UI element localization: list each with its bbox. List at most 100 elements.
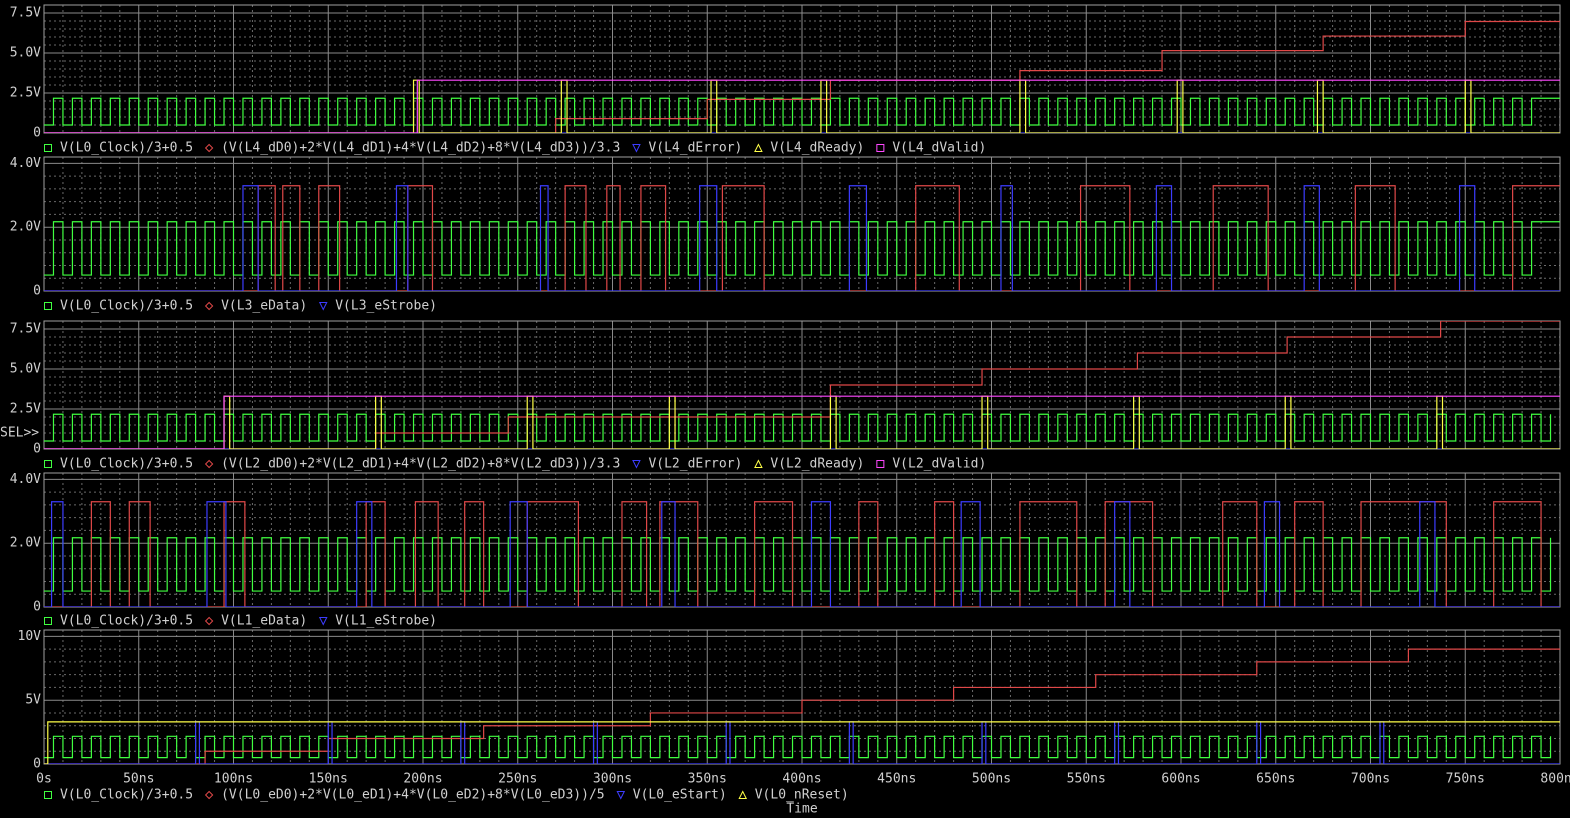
legend-label: V(L0_Clock)/3+0.5 <box>60 788 193 803</box>
legend-marker <box>632 460 641 469</box>
legend-label: V(L1_eData) <box>221 614 307 629</box>
legend-marker <box>204 790 214 800</box>
legend-label: V(L0_Clock)/3+0.5 <box>60 614 193 629</box>
traces <box>44 501 1560 607</box>
x-tick-label: 700ns <box>1351 772 1390 787</box>
legend-marker <box>204 459 214 469</box>
plot: 0 2.0V 4.0V V(L0_Clock)/3+0.5 V(L1_eData) V(L… <box>10 472 1561 629</box>
x-tick-label: 550ns <box>1067 772 1106 787</box>
legend-label: V(L4_dError) <box>648 141 742 156</box>
y-tick-label: 2.5V <box>10 402 41 417</box>
legend-marker <box>318 617 328 626</box>
legend-label: V(L2_dReady) <box>770 457 864 472</box>
legend-label: V(L1_eStrobe) <box>335 614 437 629</box>
y-tick-label: 2.5V <box>10 86 41 101</box>
legend-label: V(L4_dValid) <box>892 141 986 156</box>
plot: 0 5V 10V 0s 50ns 100ns 150ns 200ns 250ns 300ns 350… <box>18 629 1570 817</box>
x-tick-label: 500ns <box>972 772 1011 787</box>
legend-marker <box>204 301 214 311</box>
y-tick-label: 4.0V <box>10 156 41 171</box>
y-tick-label: 5.0V <box>10 46 41 61</box>
legend-marker <box>204 143 214 153</box>
x-tick-label: 800ns <box>1540 772 1570 787</box>
y-tick-label: 7.5V <box>10 322 41 337</box>
y-tick-label: 10V <box>18 629 42 644</box>
legend-marker <box>738 790 748 799</box>
legend-label: V(L0_Clock)/3+0.5 <box>60 457 193 472</box>
legend-marker <box>616 791 626 800</box>
legend-marker <box>204 616 214 626</box>
legend-label: (V(L0_eD0)+2*V(L0_eD1)+4*V(L0_eD2)+8*V(L… <box>221 788 605 803</box>
trace <box>44 735 1552 759</box>
trace <box>44 501 1560 607</box>
x-tick-label: 350ns <box>688 772 727 787</box>
legend-marker <box>754 143 763 152</box>
y-tick-label: 2.0V <box>10 536 41 551</box>
legend-marker <box>754 459 763 468</box>
x-tick-label: 100ns <box>214 772 253 787</box>
legend-marker <box>318 302 328 311</box>
y-tick-label: 5.0V <box>10 362 41 377</box>
legend-marker <box>44 460 52 468</box>
y-tick-label: 5V <box>25 693 41 708</box>
x-tick-label: 0s <box>36 772 52 787</box>
x-tick-label: 450ns <box>877 772 916 787</box>
legend-label: V(L0_nReset) <box>755 788 849 803</box>
legend-marker <box>876 144 885 152</box>
legend-label: V(L2_dValid) <box>892 457 986 472</box>
y-tick-label: 7.5V <box>10 6 41 21</box>
trace <box>44 20 1560 133</box>
y-tick-label: 4.0V <box>10 472 41 487</box>
legend-label: V(L3_eStrobe) <box>335 299 437 314</box>
legend-marker <box>44 302 52 310</box>
x-tick-label: 250ns <box>498 772 537 787</box>
legend-label: V(L2_dError) <box>648 457 742 472</box>
trace <box>44 721 1560 764</box>
x-tick-label: 300ns <box>593 772 632 787</box>
x-tick-label: 750ns <box>1446 772 1485 787</box>
x-tick-label: 600ns <box>1161 772 1200 787</box>
legend-marker <box>876 460 885 468</box>
legend-label: V(L0_eStart) <box>633 788 727 803</box>
trace <box>44 185 1560 291</box>
x-tick-label: 400ns <box>782 772 821 787</box>
y-tick-label: 0 <box>33 126 41 141</box>
trace <box>44 537 1552 592</box>
trace <box>44 413 1552 442</box>
legend-label: (V(L2_dD0)+2*V(L2_dD1)+4*V(L2_dD2)+8*V(L… <box>221 457 620 472</box>
plot: 0 2.0V 4.0V V(L0_Clock)/3+0.5 V(L3_eData) V(L… <box>10 156 1561 314</box>
legend-marker <box>44 144 52 152</box>
traces <box>44 648 1560 764</box>
legend-marker <box>44 617 52 625</box>
plot: 0 2.5V 5.0V 7.5V V(L0_Clock)/3+0.5 (V(L4_dD0)… <box>10 4 1561 156</box>
trace <box>44 395 1560 449</box>
trace <box>44 97 1560 126</box>
trace <box>44 79 1560 133</box>
y-tick-label: 0 <box>33 442 41 457</box>
x-tick-label: 150ns <box>309 772 348 787</box>
y-tick-label: 2.0V <box>10 220 41 235</box>
trace <box>44 79 1560 133</box>
plot: 0 2.5V 5.0V 7.5V V(L0_Clock)/3+0.5 (V(L2_dD0)… <box>0 320 1561 472</box>
legend-label: V(L4_dReady) <box>770 141 864 156</box>
selection-marker: SEL>> <box>0 426 39 441</box>
legend-marker <box>632 144 641 153</box>
legend-marker <box>44 791 52 799</box>
y-tick-label: 0 <box>33 600 41 615</box>
traces <box>44 20 1560 133</box>
legend-label: V(L0_Clock)/3+0.5 <box>60 299 193 314</box>
y-tick-label: 0 <box>33 757 41 772</box>
legend-label: (V(L4_dD0)+2*V(L4_dD1)+4*V(L4_dD2)+8*V(L… <box>221 141 620 156</box>
legend-label: V(L3_eData) <box>221 299 307 314</box>
x-axis-label: Time <box>786 802 817 817</box>
trace <box>44 221 1560 276</box>
x-tick-label: 50ns <box>123 772 154 787</box>
trace <box>44 185 1560 291</box>
legend-label: V(L0_Clock)/3+0.5 <box>60 141 193 156</box>
traces <box>44 185 1560 291</box>
x-tick-label: 650ns <box>1256 772 1295 787</box>
traces <box>44 321 1560 449</box>
trace <box>44 321 1560 449</box>
